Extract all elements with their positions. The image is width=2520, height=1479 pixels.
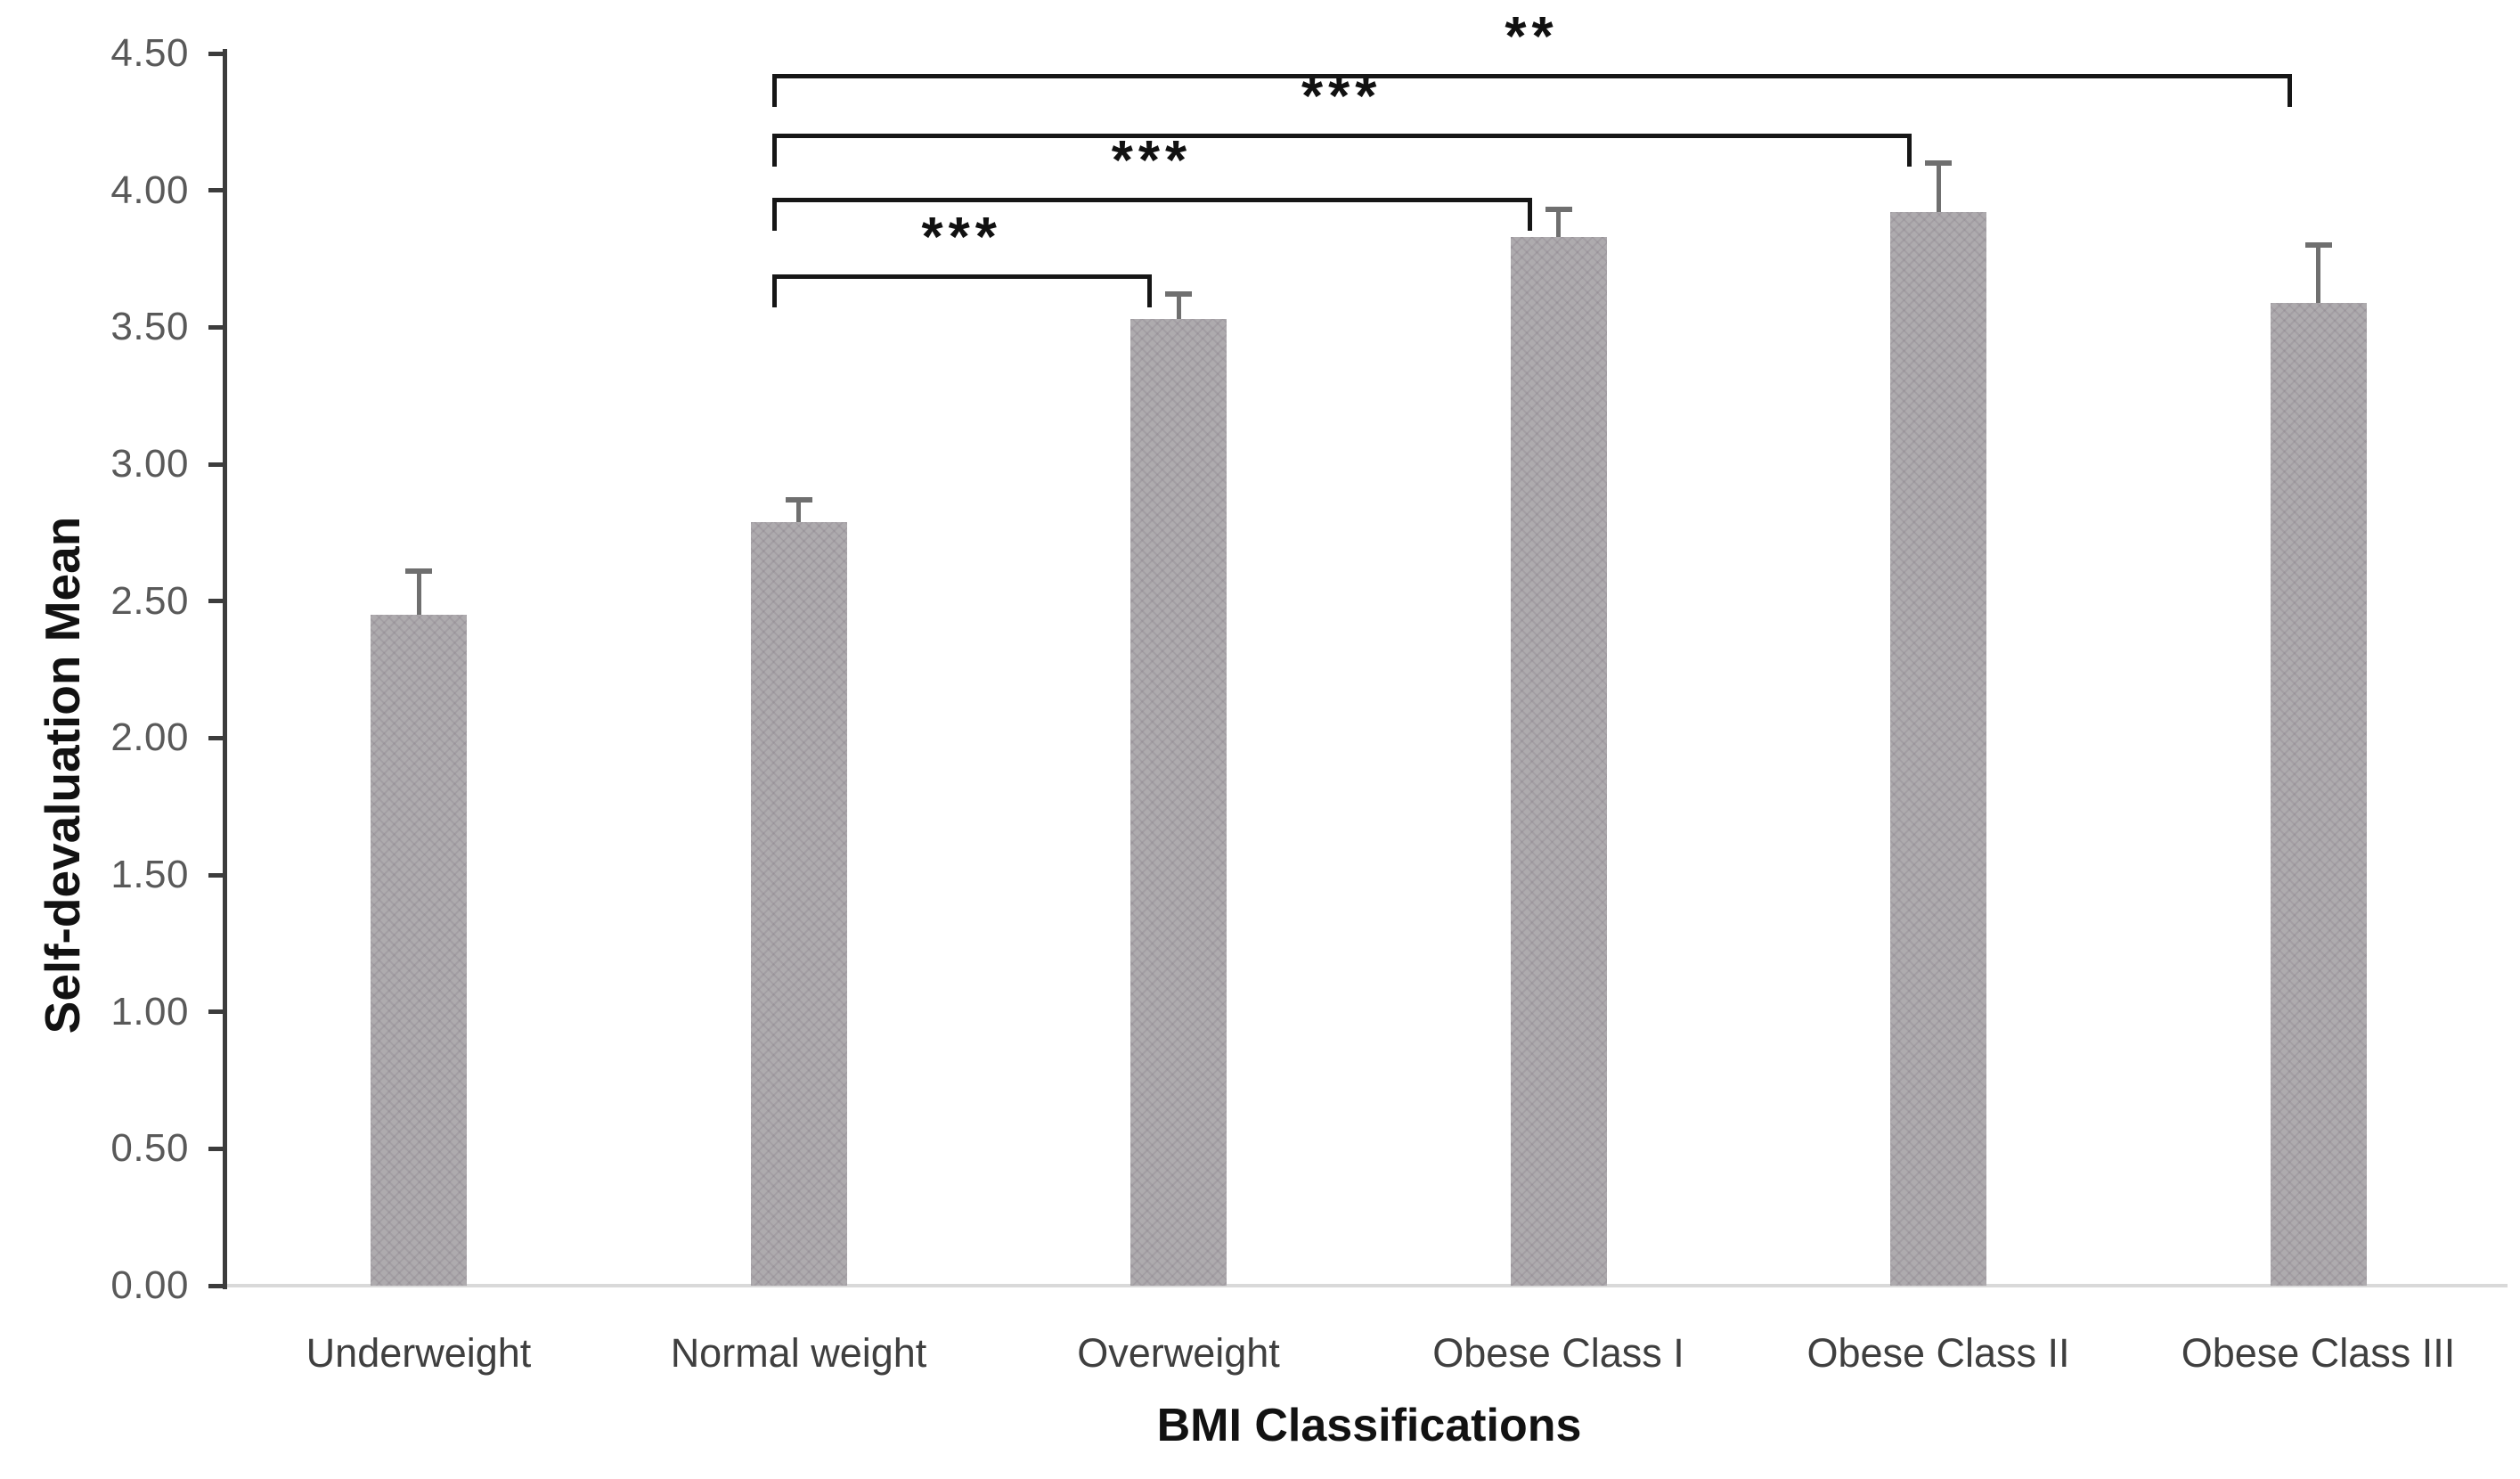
- y-axis-tick-label: 1.00: [110, 989, 189, 1034]
- x-axis-label-normal-weight: Normal weight: [670, 1330, 927, 1376]
- y-axis-line: [223, 49, 227, 1289]
- y-axis-tick: [208, 1009, 223, 1015]
- bar-underweight: [371, 615, 467, 1286]
- y-axis-tick: [208, 462, 223, 467]
- significance-bracket-normal-weight-obese-class-i: [771, 198, 1532, 231]
- error-bar-stem-obese-class-i: [1556, 209, 1561, 237]
- y-axis-tick-label: 3.00: [110, 442, 189, 486]
- significance-label-overweight: ***: [921, 207, 1002, 268]
- y-axis-tick-label: 0.50: [110, 1126, 189, 1171]
- y-axis-tick: [208, 735, 223, 740]
- error-bar-stem-overweight: [1176, 294, 1181, 320]
- error-bar-cap-underweight: [405, 568, 432, 574]
- error-bar-stem-obese-class-ii: [1936, 162, 1941, 213]
- bar-obese-class-ii: [1890, 212, 1986, 1286]
- significance-bracket-normal-weight-obese-class-iii: [771, 74, 2292, 107]
- significance-label-obese-class-iii: **: [1505, 6, 1559, 68]
- x-axis-title: BMI Classifications: [1156, 1400, 1582, 1451]
- bar-overweight: [1130, 319, 1227, 1286]
- error-bar-cap-normal-weight: [785, 496, 812, 503]
- y-axis-tick-label: 1.50: [110, 853, 189, 896]
- x-axis-label-obese-class-ii: Obese Class II: [1806, 1330, 2070, 1376]
- error-bar-cap-obese-class-ii: [1925, 159, 1952, 166]
- error-bar-cap-obese-class-iii: [2304, 242, 2332, 249]
- x-axis-label-obese-class-iii: Obese Class III: [2181, 1330, 2456, 1376]
- y-axis-tick-label: 3.50: [110, 305, 189, 349]
- y-axis-tick-label: 2.00: [110, 715, 189, 760]
- x-axis-label-underweight: Underweight: [306, 1330, 532, 1376]
- bar-normal-weight: [750, 521, 847, 1286]
- y-axis-tick-label: 4.00: [110, 168, 189, 212]
- y-axis-tick: [208, 324, 223, 330]
- y-axis-tick: [208, 51, 223, 56]
- y-axis-tick: [208, 872, 223, 878]
- significance-bracket-normal-weight-obese-class-ii: [771, 134, 1912, 167]
- bar-obese-class-i: [1510, 236, 1607, 1286]
- x-axis-baseline: [227, 1284, 2508, 1287]
- y-axis-tick: [208, 1146, 223, 1151]
- significance-bracket-normal-weight-overweight: [771, 274, 1152, 307]
- significance-label-obese-class-i: ***: [1111, 130, 1193, 192]
- error-bar-stem-obese-class-iii: [2316, 245, 2320, 303]
- y-axis-tick-label: 0.00: [110, 1263, 189, 1307]
- x-axis-label-overweight: Overweight: [1077, 1330, 1280, 1376]
- error-bar-stem-underweight: [416, 570, 421, 616]
- bar-obese-class-iii: [2270, 302, 2367, 1286]
- error-bar-cap-overweight: [1165, 291, 1192, 298]
- y-axis-tick: [208, 599, 223, 604]
- y-axis-tick: [208, 1283, 223, 1288]
- x-axis-label-obese-class-i: Obese Class I: [1432, 1330, 1684, 1376]
- y-axis-tick-label: 4.50: [110, 31, 189, 75]
- error-bar-stem-normal-weight: [796, 499, 801, 522]
- y-axis-tick: [208, 188, 223, 193]
- y-axis-tick-label: 2.50: [110, 578, 189, 623]
- error-bar-cap-obese-class-i: [1545, 207, 1572, 213]
